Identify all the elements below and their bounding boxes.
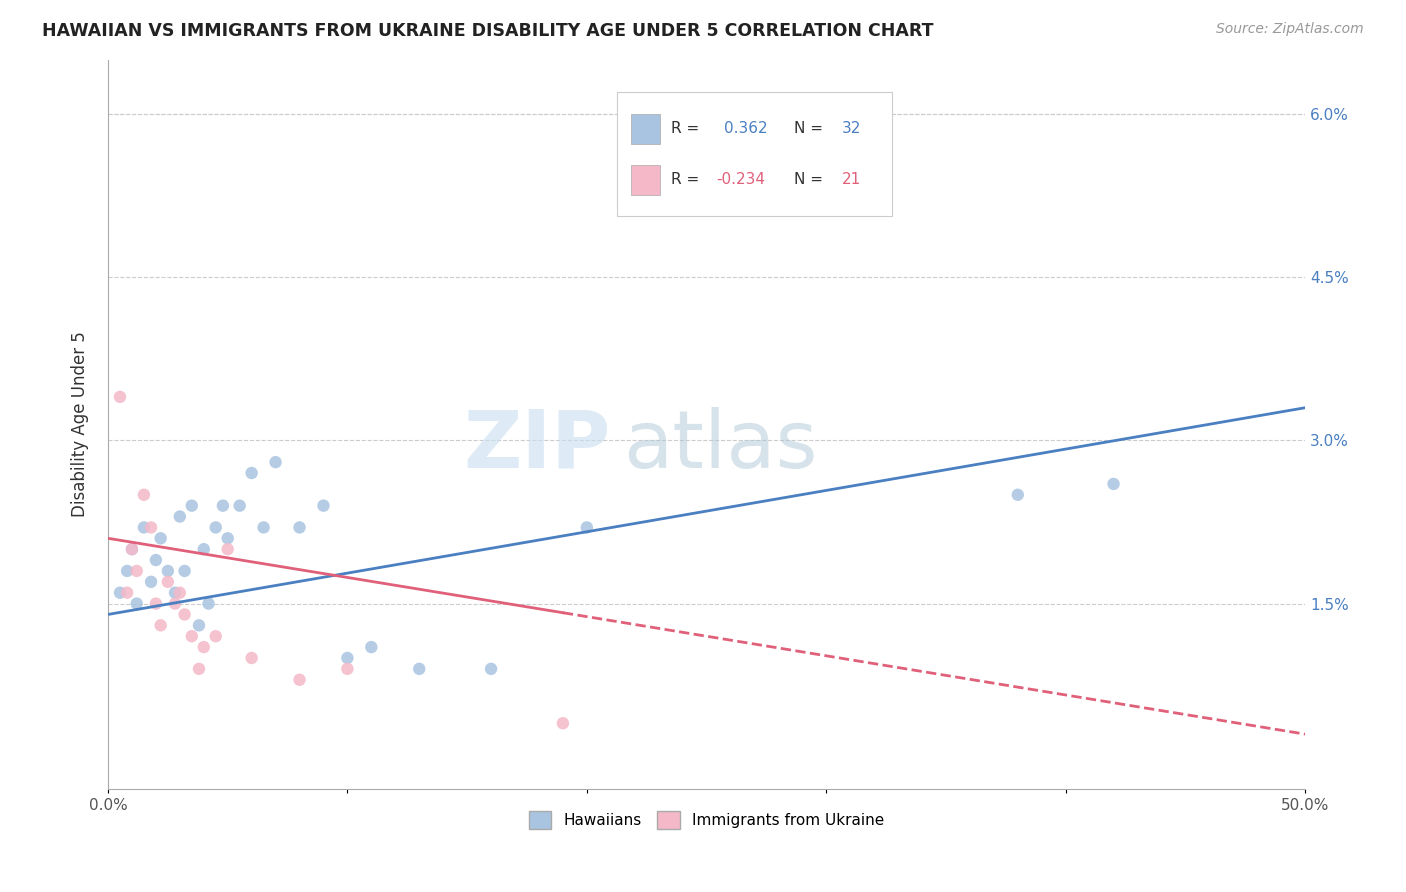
Point xyxy=(173,607,195,622)
Point xyxy=(551,716,574,731)
Point xyxy=(228,499,250,513)
Y-axis label: Disability Age Under 5: Disability Age Under 5 xyxy=(72,331,89,517)
Point xyxy=(125,564,148,578)
Point xyxy=(360,640,382,654)
Point xyxy=(188,618,211,632)
Point xyxy=(121,542,143,557)
Text: N =: N = xyxy=(794,121,823,136)
Point xyxy=(180,629,202,643)
Point xyxy=(108,585,131,599)
Text: 0.362: 0.362 xyxy=(724,121,768,136)
Point xyxy=(132,520,155,534)
Point xyxy=(115,585,138,599)
Point xyxy=(132,488,155,502)
Point xyxy=(204,520,226,534)
Point xyxy=(163,597,186,611)
Text: -0.234: -0.234 xyxy=(716,172,765,187)
Point xyxy=(145,553,167,567)
Point xyxy=(139,520,162,534)
Point xyxy=(145,597,167,611)
Point xyxy=(408,662,430,676)
Legend: Hawaiians, Immigrants from Ukraine: Hawaiians, Immigrants from Ukraine xyxy=(523,805,890,836)
Text: R =: R = xyxy=(671,172,699,187)
Point xyxy=(108,390,131,404)
Point xyxy=(169,509,191,524)
Point xyxy=(1007,488,1029,502)
Point xyxy=(264,455,287,469)
Text: R =: R = xyxy=(671,121,699,136)
Point xyxy=(217,531,239,545)
Point xyxy=(169,585,191,599)
Text: 32: 32 xyxy=(842,121,862,136)
Point xyxy=(139,574,162,589)
Point xyxy=(193,640,215,654)
Text: Source: ZipAtlas.com: Source: ZipAtlas.com xyxy=(1216,22,1364,37)
Point xyxy=(212,499,235,513)
Point xyxy=(312,499,335,513)
Point xyxy=(479,662,502,676)
Point xyxy=(125,597,148,611)
Point xyxy=(575,520,598,534)
Point xyxy=(180,499,202,513)
Point xyxy=(188,662,211,676)
Point xyxy=(121,542,143,557)
Point xyxy=(156,574,179,589)
Point xyxy=(288,673,311,687)
FancyBboxPatch shape xyxy=(617,93,891,217)
Text: atlas: atlas xyxy=(623,407,817,485)
FancyBboxPatch shape xyxy=(631,113,659,145)
Point xyxy=(197,597,219,611)
Point xyxy=(252,520,274,534)
Point xyxy=(217,542,239,557)
Point xyxy=(288,520,311,534)
Point xyxy=(149,618,172,632)
Point xyxy=(336,662,359,676)
Point xyxy=(149,531,172,545)
Text: ZIP: ZIP xyxy=(464,407,610,485)
Point xyxy=(173,564,195,578)
Point xyxy=(156,564,179,578)
Point xyxy=(204,629,226,643)
Point xyxy=(115,564,138,578)
Text: N =: N = xyxy=(794,172,823,187)
Point xyxy=(240,466,263,480)
Text: 21: 21 xyxy=(842,172,860,187)
Point xyxy=(1102,476,1125,491)
Point xyxy=(193,542,215,557)
FancyBboxPatch shape xyxy=(631,164,659,195)
Point xyxy=(240,651,263,665)
Point xyxy=(163,585,186,599)
Text: HAWAIIAN VS IMMIGRANTS FROM UKRAINE DISABILITY AGE UNDER 5 CORRELATION CHART: HAWAIIAN VS IMMIGRANTS FROM UKRAINE DISA… xyxy=(42,22,934,40)
Point xyxy=(336,651,359,665)
